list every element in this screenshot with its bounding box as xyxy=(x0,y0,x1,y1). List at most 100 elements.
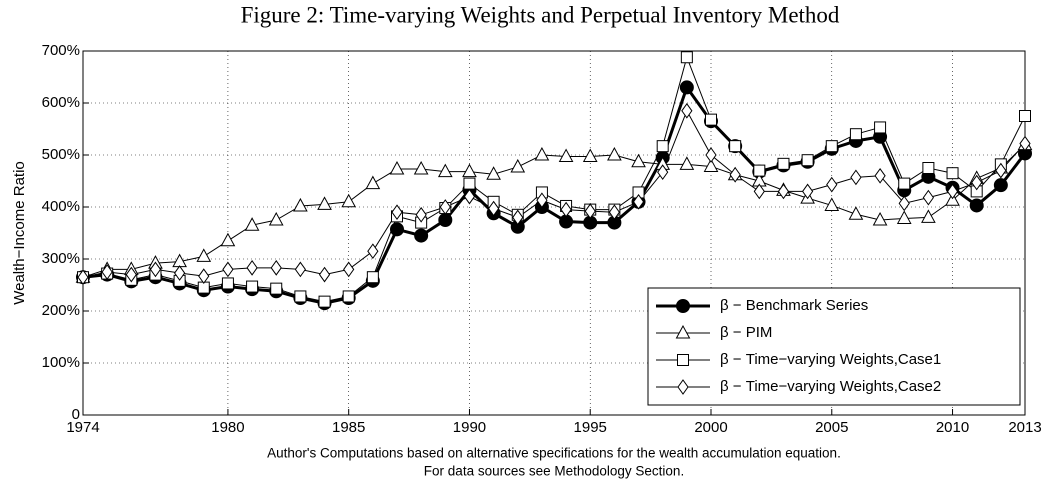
data-point xyxy=(391,204,403,221)
series-line xyxy=(82,84,1027,305)
legend-marker xyxy=(677,379,689,395)
y-tick-label: 100% xyxy=(42,354,80,371)
data-point xyxy=(534,146,550,161)
data-point xyxy=(512,209,524,226)
legend-marker xyxy=(675,324,691,339)
y-tick-label: 0 xyxy=(72,406,80,423)
data-point xyxy=(632,193,645,210)
data-point xyxy=(657,164,669,181)
data-point xyxy=(681,102,693,119)
data-point xyxy=(101,264,113,280)
data-point xyxy=(874,121,887,134)
data-point xyxy=(680,51,693,64)
data-point xyxy=(244,217,260,231)
data-point xyxy=(318,295,331,308)
data-point xyxy=(848,206,864,220)
y-tick-label: 200% xyxy=(42,302,80,319)
data-point xyxy=(389,160,405,175)
x-tick-label: 2013 xyxy=(1008,419,1041,436)
data-point xyxy=(729,140,742,153)
data-point xyxy=(922,162,935,174)
data-point xyxy=(246,280,259,293)
data-point xyxy=(705,113,717,126)
data-point xyxy=(342,290,355,303)
series-line xyxy=(82,109,1026,278)
y-axis-label: Wealth−Income Ratio xyxy=(11,161,28,305)
data-point xyxy=(221,277,234,290)
data-point xyxy=(341,193,357,208)
legend-label: β − Time−varying Weights,Case2 xyxy=(720,378,941,395)
data-point xyxy=(510,158,526,173)
data-point xyxy=(922,189,934,206)
data-point xyxy=(1019,135,1031,152)
y-tick-label: 600% xyxy=(42,94,80,111)
data-point xyxy=(753,164,766,177)
series-line xyxy=(82,55,1026,303)
data-point xyxy=(850,169,862,186)
data-point xyxy=(343,261,355,278)
data-point xyxy=(270,282,283,295)
data-point xyxy=(777,157,790,170)
x-tick-label: 1974 xyxy=(66,419,99,436)
data-point xyxy=(317,196,332,210)
data-point xyxy=(753,183,765,200)
data-point xyxy=(462,163,477,178)
data-point xyxy=(294,290,307,303)
data-point xyxy=(415,206,427,223)
data-point xyxy=(463,177,476,190)
data-point xyxy=(365,175,381,190)
data-point xyxy=(801,154,814,167)
data-point xyxy=(413,160,429,175)
y-tick-label: 700% xyxy=(42,42,80,59)
legend-label: β − Time−varying Weights,Case1 xyxy=(720,351,941,368)
data-point xyxy=(872,211,888,226)
data-point xyxy=(921,209,936,223)
data-point xyxy=(246,259,258,276)
data-point xyxy=(679,156,695,170)
legend-marker xyxy=(677,354,689,366)
data-point xyxy=(366,271,379,284)
legend-marker xyxy=(676,299,690,313)
legend-label: β − PIM xyxy=(720,324,772,341)
x-tick-label: 1985 xyxy=(332,419,365,436)
x-tick-label: 2000 xyxy=(694,419,727,436)
data-point xyxy=(222,261,234,278)
data-point xyxy=(438,213,453,227)
data-point xyxy=(631,153,646,168)
chart-title: Figure 2: Time-varying Weights and Perpe… xyxy=(241,2,840,27)
data-point xyxy=(584,203,596,220)
data-point xyxy=(802,183,814,200)
x-tick-label: 1990 xyxy=(453,419,486,436)
data-point xyxy=(969,198,984,213)
data-point xyxy=(777,183,790,200)
x-tick-label: 1980 xyxy=(211,419,244,436)
data-point xyxy=(560,201,572,218)
data-point xyxy=(367,243,379,260)
data-point xyxy=(729,166,741,183)
legend-label: β − Benchmark Series xyxy=(720,297,868,314)
data-point xyxy=(898,177,911,190)
y-tick-label: 500% xyxy=(42,146,80,163)
data-point xyxy=(414,228,429,243)
data-point xyxy=(608,204,620,221)
data-point xyxy=(293,197,308,212)
data-point xyxy=(437,163,453,178)
data-point xyxy=(198,268,210,285)
data-point xyxy=(679,80,694,95)
data-point xyxy=(656,140,669,153)
data-point xyxy=(824,197,840,211)
caption: Author's Computations based on alternati… xyxy=(267,446,841,461)
data-point xyxy=(874,167,886,184)
plot-frame xyxy=(82,50,1026,416)
data-point xyxy=(849,128,862,141)
data-point xyxy=(220,232,236,247)
data-point xyxy=(826,176,838,193)
data-point xyxy=(77,269,89,286)
data-point xyxy=(439,199,451,215)
data-point xyxy=(149,261,162,278)
y-tick-label: 300% xyxy=(42,250,80,267)
series-line xyxy=(82,144,1026,278)
x-tick-label: 2005 xyxy=(815,419,848,436)
data-point xyxy=(270,259,282,276)
